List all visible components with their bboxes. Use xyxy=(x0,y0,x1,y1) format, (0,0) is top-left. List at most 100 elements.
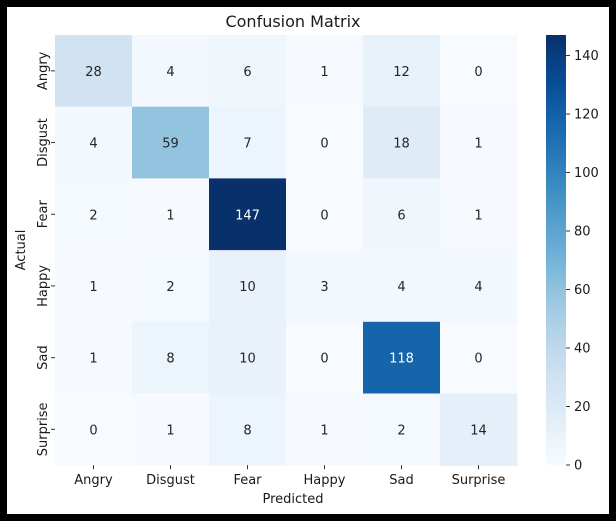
colorbar-tick-label: 80 xyxy=(574,224,591,239)
heatmap-cell xyxy=(363,321,441,394)
cell-value-label: 1 xyxy=(474,137,482,152)
cell-value-label: 6 xyxy=(397,208,405,223)
heatmap-cell xyxy=(286,178,364,251)
x-tick-labels: Angry Disgust Fear Happy Sad Surprise xyxy=(74,465,505,488)
heatmap-cell xyxy=(209,106,287,179)
heatmap-cell xyxy=(132,393,210,466)
cell-value-label: 12 xyxy=(393,65,410,80)
heatmap-cell xyxy=(440,35,518,108)
heatmap-cell xyxy=(55,321,133,394)
y-tick-labels: Angry Disgust Fear Happy Sad Surprise xyxy=(36,51,55,456)
cell-value-label: 4 xyxy=(166,65,174,80)
heatmap-cell xyxy=(132,106,210,179)
heatmap-cell xyxy=(363,35,441,108)
heatmap-cell xyxy=(286,35,364,108)
heatmap-cell xyxy=(209,321,287,394)
heatmap-cell xyxy=(55,35,133,108)
heatmap-cell xyxy=(440,178,518,251)
heatmap-cell xyxy=(132,250,210,323)
confusion-matrix-chart: Confusion Matrix 28 4 6 1 12 04 59 7 0 18 12 1 147 0 6… xyxy=(14,12,599,507)
colorbar-tick-label: 20 xyxy=(574,400,591,415)
x-tick-label: Sad xyxy=(389,473,413,488)
cell-value-label: 1 xyxy=(166,208,174,223)
cell-value-label: 7 xyxy=(243,137,251,152)
x-tick-label: Surprise xyxy=(452,473,506,488)
heatmap-cell xyxy=(440,393,518,466)
colorbar-tick-label: 40 xyxy=(574,341,591,356)
cell-value-label: 10 xyxy=(239,280,256,295)
cell-value-label: 1 xyxy=(89,280,97,295)
heatmap-cell xyxy=(55,178,133,251)
x-tick-label: Happy xyxy=(304,473,346,488)
cell-value-label: 0 xyxy=(320,208,328,223)
y-tick-label: Sad xyxy=(36,345,51,369)
cell-value-label: 147 xyxy=(235,208,260,223)
y-tick-label: Angry xyxy=(36,51,51,90)
heatmap-cell xyxy=(363,250,441,323)
colorbar-tick-label: 0 xyxy=(574,459,582,474)
cell-value-label: 28 xyxy=(85,65,102,80)
cell-value-label: 0 xyxy=(320,352,328,367)
heatmap-cell xyxy=(363,178,441,251)
cell-value-label: 1 xyxy=(320,65,328,80)
heatmap-cell xyxy=(286,250,364,323)
cell-value-label: 0 xyxy=(89,423,97,438)
heatmap-cell xyxy=(132,178,210,251)
colorbar-tick-label: 60 xyxy=(574,283,591,298)
cell-value-label: 1 xyxy=(474,208,482,223)
cell-value-label: 4 xyxy=(474,280,482,295)
x-tick-label: Angry xyxy=(74,473,113,488)
y-axis-label: Actual xyxy=(14,230,29,271)
cell-value-label: 118 xyxy=(389,352,414,367)
cell-value-label: 18 xyxy=(393,137,410,152)
heatmap-cell xyxy=(209,35,287,108)
cell-value-label: 1 xyxy=(166,423,174,438)
chart-frame: Confusion Matrix 28 4 6 1 12 0 4 59 7 0 18 1 2 1 147 0 6… xyxy=(7,7,609,514)
heatmap-cells: 28 4 6 1 12 04 59 7 0 18 12 1 147 0 6 11 2 10 3 4 41 8 10 0 118 0… xyxy=(55,35,518,466)
heatmap-cell xyxy=(55,250,133,323)
cell-value-label: 0 xyxy=(474,352,482,367)
cell-value-label: 2 xyxy=(89,208,97,223)
colorbar-tick-label: 100 xyxy=(574,166,599,181)
cell-value-label: 0 xyxy=(474,65,482,80)
heatmap-cell xyxy=(286,321,364,394)
cell-value-label: 14 xyxy=(470,423,487,438)
cell-value-label: 8 xyxy=(166,352,174,367)
chart-title: Confusion Matrix xyxy=(225,12,360,31)
colorbar-tick-label: 140 xyxy=(574,49,599,64)
cell-value-label: 8 xyxy=(243,423,251,438)
colorbar-ticks: 0 20 40 60 80 100 120 140 xyxy=(566,49,599,474)
cell-value-label: 1 xyxy=(89,352,97,367)
heatmap-cell xyxy=(363,393,441,466)
x-axis-label: Predicted xyxy=(262,492,323,507)
y-tick-label: Fear xyxy=(36,200,51,229)
cell-value-label: 2 xyxy=(397,423,405,438)
cell-value-label: 3 xyxy=(320,280,328,295)
cell-value-label: 1 xyxy=(320,423,328,438)
y-tick-label: Surprise xyxy=(36,402,51,456)
heatmap-cell xyxy=(55,106,133,179)
heatmap-cell xyxy=(209,393,287,466)
cell-value-label: 4 xyxy=(397,280,405,295)
x-tick-label: Fear xyxy=(233,473,262,488)
cell-value-label: 59 xyxy=(162,137,179,152)
y-tick-label: Happy xyxy=(36,265,51,307)
cell-value-label: 4 xyxy=(89,137,97,152)
cell-value-label: 10 xyxy=(239,352,256,367)
cell-value-label: 2 xyxy=(166,280,174,295)
heatmap-cell xyxy=(286,393,364,466)
heatmap-cell xyxy=(440,321,518,394)
colorbar xyxy=(546,35,566,465)
colorbar-tick-label: 120 xyxy=(574,107,599,122)
heatmap-cell xyxy=(440,250,518,323)
heatmap-cell xyxy=(286,106,364,179)
y-tick-label: Disgust xyxy=(36,118,51,167)
heatmap-cell xyxy=(132,35,210,108)
cell-value-label: 6 xyxy=(243,65,251,80)
heatmap-cell xyxy=(209,178,287,251)
cell-value-label: 0 xyxy=(320,137,328,152)
x-tick-label: Disgust xyxy=(146,473,195,488)
heatmap-cell xyxy=(132,321,210,394)
heatmap-cell xyxy=(440,106,518,179)
heatmap-cell xyxy=(363,106,441,179)
